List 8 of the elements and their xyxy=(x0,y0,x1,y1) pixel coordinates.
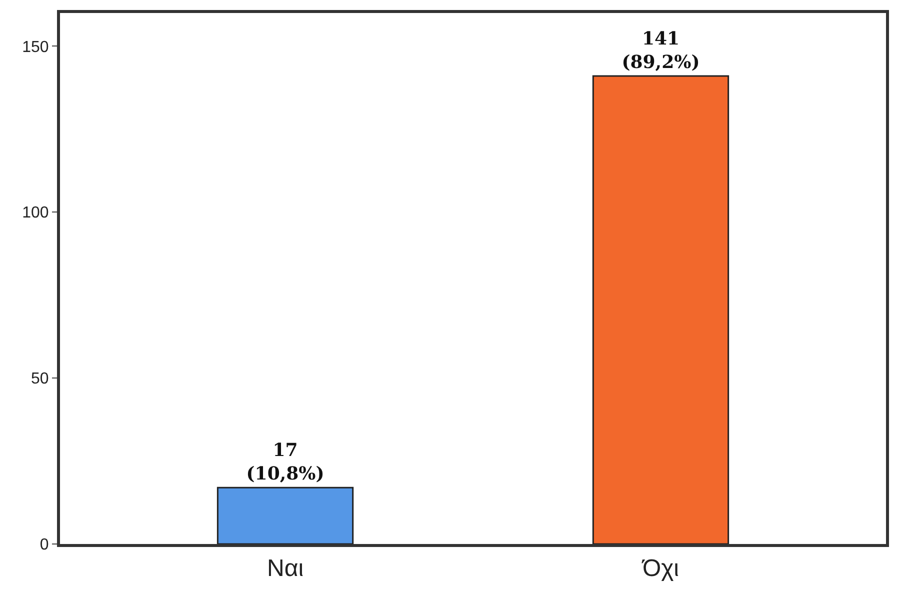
y-tick-label: 50 xyxy=(31,370,49,388)
data-label: 141 (89,2%) xyxy=(622,28,700,74)
x-tick-label: Όχι xyxy=(641,554,679,582)
x-tick-label: Ναι xyxy=(266,554,304,582)
y-tick-label: 0 xyxy=(40,536,49,554)
data-label: 17 (10,8%) xyxy=(246,440,324,485)
y-tick-label: 150 xyxy=(22,38,49,56)
y-tick-label: 100 xyxy=(22,204,49,222)
